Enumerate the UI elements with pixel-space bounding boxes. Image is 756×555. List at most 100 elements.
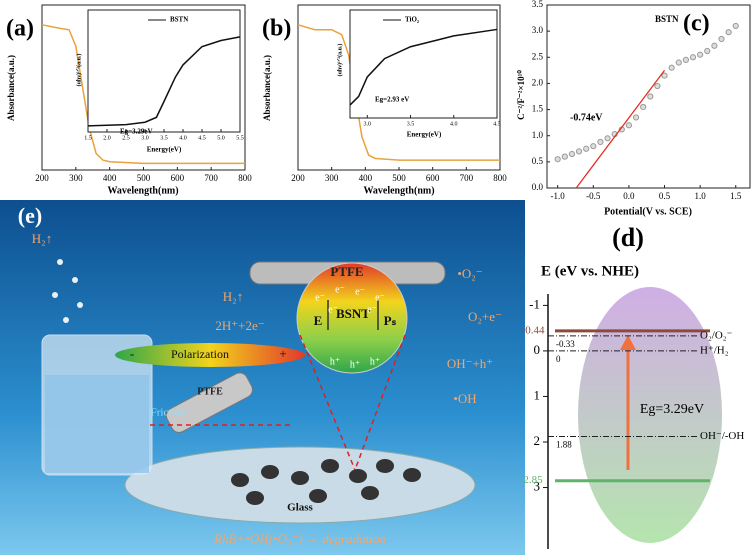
data-point: [632, 114, 640, 121]
x-axis-label: Wavelength(nm): [363, 185, 434, 196]
h2-mid: H₂↑: [223, 289, 243, 304]
x-tick-label: 3.0: [141, 135, 149, 141]
x-tick-label: 300: [325, 173, 339, 183]
field: E: [314, 313, 323, 328]
x-tick-label: 1.5: [84, 135, 92, 141]
decoration: [403, 468, 421, 482]
x-tick-label: 4.5: [198, 135, 206, 141]
x-tick-label: 400: [103, 173, 117, 183]
decoration: [72, 277, 78, 283]
y-tick-label: 2: [534, 433, 541, 448]
x-tick-label: 800: [493, 173, 507, 183]
data-point: [583, 145, 590, 152]
decoration: [354, 334, 406, 471]
oh-radical: •OH: [453, 391, 476, 406]
decoration: [299, 334, 356, 471]
reaction-o2: O₂+e⁻: [468, 309, 502, 324]
data-point: [661, 72, 668, 79]
annotation: Eg=3.29eV: [120, 128, 153, 136]
h2-left: H₂↑: [32, 231, 52, 246]
data-point: [718, 35, 725, 43]
x-tick-label: 200: [291, 173, 305, 183]
x-tick-label: 500: [137, 173, 151, 183]
redox-value: 1.88: [556, 440, 572, 450]
data-point: [604, 135, 611, 142]
x-tick-label: 4.0: [450, 121, 458, 127]
hole: h⁺: [350, 359, 360, 370]
decoration: [115, 343, 305, 367]
data-point: [568, 150, 576, 158]
fit-line: [575, 69, 666, 189]
x-tick-label: 400: [359, 173, 373, 183]
x-tick-label: 2.5: [122, 135, 130, 141]
y-tick-label: 2.0: [532, 77, 544, 87]
annotation: Eg=2.93 eV: [375, 96, 409, 104]
data-point: [689, 54, 697, 61]
decoration: [349, 469, 367, 483]
plus: +: [279, 346, 286, 361]
decoration: [231, 473, 249, 487]
x-tick-label: 4.0: [179, 135, 187, 141]
center: BSNT: [336, 306, 370, 321]
electron: e⁻: [315, 292, 325, 303]
x-tick-label: 5.5: [236, 135, 244, 141]
x-tick-label: 200: [35, 173, 49, 183]
data-point: [554, 156, 561, 163]
x-tick-label: 3.5: [160, 135, 168, 141]
panel-label: (c): [683, 11, 710, 37]
reaction-h: 2H⁺+2e⁻: [215, 318, 264, 333]
decoration: [291, 471, 309, 485]
x-tick-label: 1.0: [695, 191, 707, 201]
y-axis-label: (αhν)¹ᐟ²(a.u.): [75, 54, 82, 87]
electron: e⁻: [375, 292, 385, 303]
glass: Glass: [287, 502, 313, 514]
data-point: [640, 103, 647, 111]
hole: h⁺: [330, 356, 340, 367]
data-line: [87, 36, 241, 127]
y-tick-label: 0.0: [532, 182, 544, 192]
band-edge-label: 2.85: [523, 474, 543, 486]
decoration: [57, 259, 63, 265]
plot-frame: [349, 9, 498, 119]
y-tick-label: 0.5: [532, 156, 544, 166]
data-point: [561, 153, 568, 160]
data-point: [704, 47, 711, 55]
data-point: [697, 51, 704, 58]
x-tick-label: 5.0: [217, 135, 225, 141]
decoration: [231, 459, 421, 505]
data-point: [597, 138, 604, 146]
y-axis-label: C⁻²/F⁻²×10¹⁰: [516, 70, 526, 120]
x-axis-label: Energy(eV): [147, 146, 182, 154]
panel-label: (d): [612, 223, 644, 252]
y-tick-label: 0: [534, 342, 541, 357]
decoration: [246, 491, 264, 505]
panel-label: (a): [6, 16, 34, 42]
x-tick-label: 600: [171, 173, 185, 183]
x-tick-label: 4.5: [493, 121, 501, 127]
decoration: [165, 372, 253, 433]
y-tick-label: -1: [529, 296, 540, 311]
x-tick-label: 3.5: [407, 121, 415, 127]
label: (e): [18, 203, 42, 228]
series-name: BSTN: [655, 14, 679, 24]
legend-label: TiO₂: [405, 16, 419, 24]
y-tick-label: 1.5: [532, 104, 544, 114]
x-axis-label: Potential(V vs. SCE): [604, 206, 692, 217]
y-tick-label: 2.5: [532, 51, 544, 61]
y-tick-label: 3: [534, 479, 541, 494]
y-axis-label: (αhν)¹ᐟ²(a.u.): [336, 44, 343, 77]
ptfe-bottom: PTFE: [197, 386, 223, 397]
x-tick-label: 1.5: [730, 191, 742, 201]
hole: h⁺: [370, 356, 380, 367]
x-tick-label: 300: [69, 173, 83, 183]
plot-frame: [87, 9, 241, 133]
redox-value: 0: [556, 354, 561, 364]
decoration: [261, 465, 279, 479]
legend-label: BSTN: [170, 16, 188, 24]
redox-name: OH⁻/-OH: [700, 430, 744, 442]
data-point: [682, 56, 689, 64]
ps: Pₛ: [384, 313, 397, 328]
decoration: [327, 300, 379, 330]
electron: e⁻: [335, 284, 345, 295]
electron: e⁻: [355, 286, 365, 297]
